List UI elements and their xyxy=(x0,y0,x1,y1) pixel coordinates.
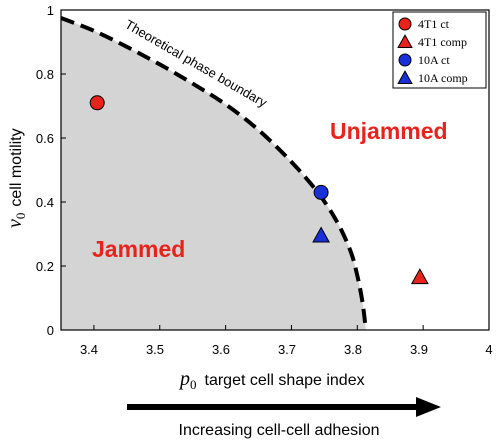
legend: 4T1 ct 4T1 comp 10A ct 10A comp xyxy=(392,11,487,89)
y-tick-label: 0.2 xyxy=(36,259,54,274)
x-tick-label: 3.8 xyxy=(344,342,362,357)
legend-label: 10A comp xyxy=(418,71,468,85)
legend-symbol-circle xyxy=(398,17,412,31)
plot-frame xyxy=(60,9,490,331)
adhesion-arrow xyxy=(127,397,441,417)
x-tick-label: 3.9 xyxy=(410,342,428,357)
x-tick-label: 3.4 xyxy=(80,342,98,357)
legend-symbol-circle xyxy=(398,53,412,67)
legend-label: 10A ct xyxy=(418,53,450,67)
jammed-region xyxy=(61,18,366,330)
data-markers xyxy=(89,95,429,285)
axis-ticks xyxy=(61,9,490,331)
x-tick-label: 4 xyxy=(485,342,492,357)
x-axis-label: p0 target cell shape index xyxy=(178,368,365,392)
legend-label: 4T1 comp xyxy=(418,35,467,49)
x-tick-label: 3.7 xyxy=(278,342,296,357)
y-tick-label: 0 xyxy=(47,323,54,338)
x-tick-label: 3.5 xyxy=(146,342,164,357)
svg-text:v0cell motility: v0cell motility xyxy=(4,128,28,228)
data-point-triangle xyxy=(312,226,330,243)
phase-boundary-line xyxy=(60,16,368,331)
arrow-label: Increasing cell-cell adhesion xyxy=(179,422,380,439)
unjammed-label: Unjammed xyxy=(330,118,448,144)
data-point-triangle xyxy=(410,268,429,285)
arrowhead-icon xyxy=(416,397,441,417)
jammed-label: Jammed xyxy=(92,236,185,262)
y-tick-label: 0.6 xyxy=(36,131,54,146)
data-point-circle xyxy=(89,95,105,111)
x-tick-label: 3.6 xyxy=(212,342,230,357)
data-point-circle xyxy=(313,184,329,200)
y-axis-label: v0cell motility xyxy=(4,128,28,228)
legend-symbol-triangle xyxy=(397,34,413,49)
y-tick-label: 0.4 xyxy=(36,195,54,210)
legend-symbol-triangle xyxy=(397,70,413,85)
y-tick-label: 0.8 xyxy=(36,67,54,82)
y-tick-label: 1 xyxy=(47,3,54,18)
legend-label: 4T1 ct xyxy=(418,17,450,31)
